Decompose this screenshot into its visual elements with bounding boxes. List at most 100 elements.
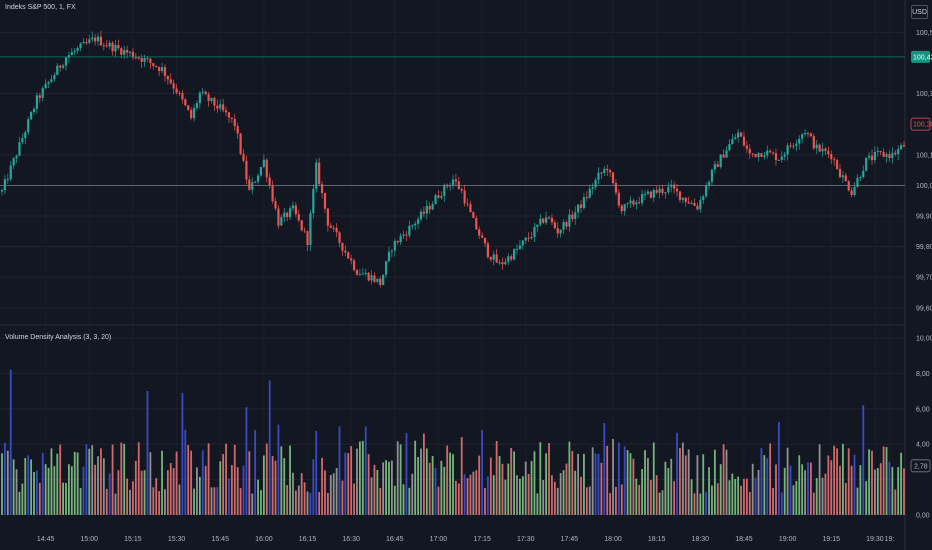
candle-body xyxy=(126,49,129,53)
volume-bar xyxy=(274,460,277,515)
volume-bar xyxy=(472,471,475,515)
volume-bar xyxy=(583,453,585,515)
candle xyxy=(326,207,329,232)
volume-bar xyxy=(565,463,568,515)
candle-body xyxy=(865,157,868,171)
candle xyxy=(713,160,716,174)
candle-body xyxy=(786,145,789,155)
volume-bar xyxy=(725,449,728,515)
candle xyxy=(850,187,853,198)
candle xyxy=(370,270,373,285)
candle xyxy=(169,73,172,85)
candle xyxy=(614,179,618,196)
candle xyxy=(443,183,446,202)
volume-bar xyxy=(4,442,6,515)
volume-bar xyxy=(731,473,734,515)
volume-bar xyxy=(105,488,108,515)
volume-bar xyxy=(655,475,658,515)
price-axis[interactable]: 100,50 100,30 100,10 100,00 99,90 99,80 99,70 9… xyxy=(916,30,932,312)
time-tick-label: 18:00 xyxy=(604,536,622,543)
indicator-title[interactable]: Volume Density Analysis (3, 3, 20) xyxy=(5,334,112,341)
candle-body xyxy=(163,67,167,76)
volume-bar xyxy=(204,465,207,515)
candle xyxy=(515,244,519,255)
candle xyxy=(134,53,137,60)
volume-bar xyxy=(807,462,809,515)
currency-badge[interactable]: USD xyxy=(911,5,928,19)
indicator-axis[interactable]: 10,00 8,00 6,00 4,00 0,00 xyxy=(916,336,932,520)
candle-body xyxy=(6,179,9,181)
candle xyxy=(812,133,815,151)
volume-bar xyxy=(539,442,542,515)
main-chart-title[interactable]: Indeks S&P 500, 1, FX xyxy=(5,4,76,11)
candle xyxy=(649,191,652,199)
candle xyxy=(361,268,364,275)
candle-body xyxy=(434,195,437,205)
indicator-tick-label: 8,00 xyxy=(916,371,930,378)
candle xyxy=(658,185,661,199)
volume-bar xyxy=(59,444,62,515)
candle-body xyxy=(542,218,545,223)
candle xyxy=(562,219,565,235)
candle-body xyxy=(181,93,184,100)
candle xyxy=(597,167,600,185)
candle-body xyxy=(585,197,588,199)
candle-body xyxy=(862,170,865,178)
candle-body xyxy=(783,154,786,157)
candle xyxy=(15,154,18,164)
volume-bar xyxy=(417,457,419,515)
candle xyxy=(62,63,65,70)
volume-bar xyxy=(818,444,821,515)
candle-body xyxy=(510,256,513,260)
volume-bar xyxy=(190,450,193,515)
candle-body xyxy=(641,194,644,203)
candle xyxy=(734,133,737,140)
candle-body xyxy=(533,226,536,237)
candle-body xyxy=(108,42,111,47)
volume-bar xyxy=(251,493,254,515)
candle xyxy=(376,278,379,284)
candle-body xyxy=(67,55,71,58)
volume-bar xyxy=(888,461,891,515)
volume-bar xyxy=(347,453,350,515)
volume-bar xyxy=(41,452,44,515)
candle-body xyxy=(879,151,882,153)
candle-body xyxy=(111,42,114,52)
volume-bar xyxy=(856,487,859,515)
candle xyxy=(318,157,321,187)
time-axis[interactable]: 14:45 15:00 15:15 15:30 15:45 16:00 16:15 16:30… xyxy=(37,536,894,543)
volume-bar xyxy=(126,478,129,515)
candle xyxy=(120,46,123,58)
volume-bar xyxy=(50,448,53,515)
candle xyxy=(885,152,888,163)
candle xyxy=(6,173,9,184)
candle-body xyxy=(152,63,155,66)
candle xyxy=(902,141,906,147)
candle xyxy=(271,180,274,204)
candle xyxy=(431,201,434,211)
candle-body xyxy=(687,201,690,204)
candle xyxy=(870,149,874,165)
volume-bar xyxy=(230,465,233,515)
candle xyxy=(579,200,583,213)
candle xyxy=(446,183,449,190)
volume-bar xyxy=(597,453,600,515)
volume-bar xyxy=(763,455,766,515)
candle-body xyxy=(242,153,245,161)
candle-body xyxy=(312,188,315,214)
price-tick-label: 99,80 xyxy=(916,244,932,251)
volume-bar xyxy=(460,437,463,515)
candle-body xyxy=(739,132,743,137)
volume-bar xyxy=(495,440,498,515)
volume-bar xyxy=(510,447,513,515)
volume-bar xyxy=(804,470,806,515)
candle xyxy=(859,175,862,181)
volume-bar xyxy=(740,485,742,515)
volume-bar xyxy=(658,492,661,515)
candle xyxy=(184,97,187,107)
volume-bar xyxy=(772,487,774,515)
candle xyxy=(524,236,527,245)
candle xyxy=(603,165,606,176)
volume-bar xyxy=(830,460,833,515)
